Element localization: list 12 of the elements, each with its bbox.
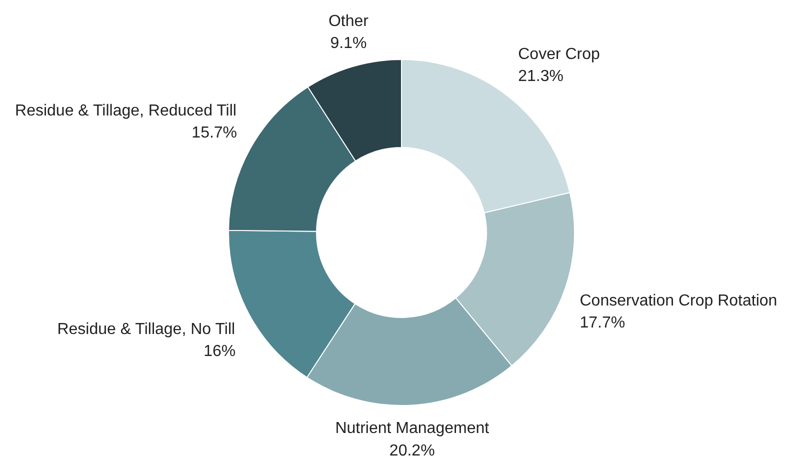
slice-label: Cover Crop: [518, 46, 600, 63]
slice-label: Conservation Crop Rotation: [580, 292, 778, 310]
data-label: 21.3%: [518, 68, 564, 86]
data-label: 17.7%: [580, 314, 626, 332]
slice-label: Residue & Tillage, No Till: [57, 320, 236, 338]
slice-label: Residue & Tillage, Reduced Till: [15, 102, 236, 120]
data-label: 16%: [204, 343, 236, 360]
data-label: 15.7%: [192, 124, 238, 142]
slice-label: Nutrient Management: [335, 420, 490, 438]
slice-label: Other: [328, 13, 370, 30]
data-label: 9.1%: [330, 35, 367, 52]
data-label: 20.2%: [389, 442, 435, 460]
